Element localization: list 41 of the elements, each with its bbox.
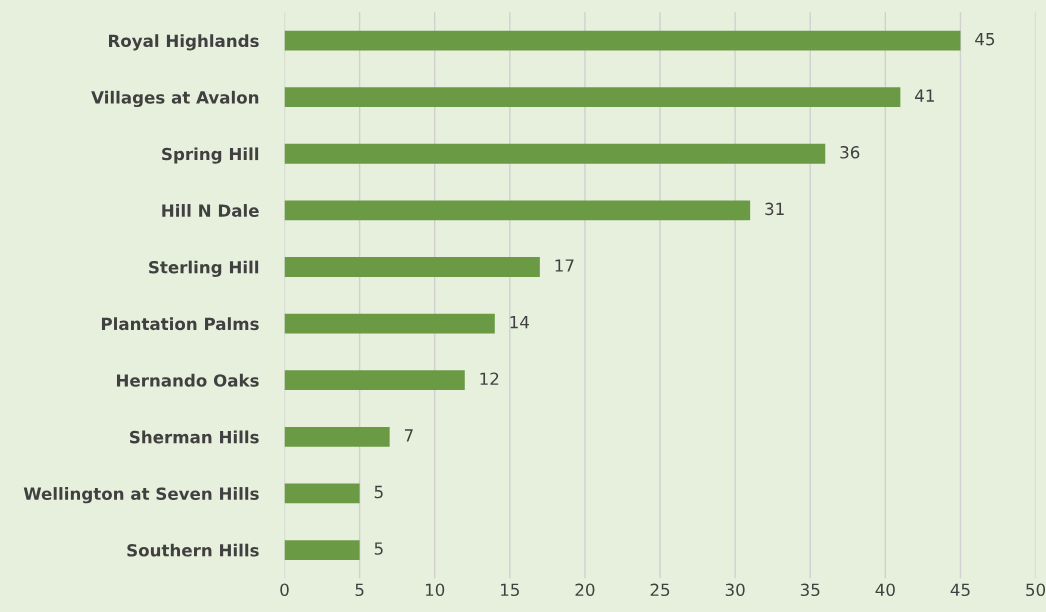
bar	[284, 426, 390, 447]
bar	[284, 30, 961, 51]
y-tick-label: Hill N Dale	[162, 204, 259, 217]
data-label: 5	[374, 485, 383, 499]
x-tick-label: 30	[725, 583, 745, 597]
x-tick-label: 25	[650, 583, 670, 597]
x-tick-label: 45	[950, 583, 970, 597]
x-tick-label: 5	[355, 583, 364, 597]
bar	[284, 257, 540, 277]
x-tick-label: 10	[425, 583, 445, 597]
y-tick-label: Sherman Hills	[130, 430, 259, 444]
y-tick-label: Plantation Palms	[101, 317, 259, 331]
bar	[284, 540, 360, 560]
x-tick-label: 50	[1026, 583, 1046, 597]
x-tick-label: 35	[800, 583, 820, 597]
y-tick-label: Hernando Oaks	[116, 373, 259, 387]
bar	[284, 313, 495, 334]
x-tick-label: 40	[875, 583, 895, 597]
y-tick-label: Royal Highlands	[109, 34, 259, 51]
data-label: 36	[840, 145, 860, 159]
bar	[284, 370, 465, 391]
y-tick-label: Villages at Avalon	[91, 90, 259, 108]
bar	[284, 483, 360, 504]
y-tick-label: Sterling Hill	[149, 260, 259, 277]
data-label: 17	[555, 259, 574, 272]
data-label: 5	[374, 542, 383, 555]
bar	[284, 200, 751, 221]
y-tick-label: Southern Hills	[127, 543, 259, 557]
x-tick-label: 15	[501, 583, 519, 597]
data-label: 7	[404, 429, 413, 442]
bar	[284, 143, 826, 164]
data-label: 14	[510, 316, 529, 329]
y-tick-label: Wellington at Seven Hills	[23, 487, 259, 504]
x-tick-label: 0	[280, 583, 289, 597]
x-tick-label: 20	[575, 583, 595, 597]
bar	[284, 87, 901, 108]
y-tick-label: Spring Hill	[162, 147, 259, 164]
data-label: 45	[975, 32, 995, 46]
data-label: 12	[480, 372, 499, 385]
data-label: 41	[915, 89, 934, 102]
data-label: 31	[765, 202, 784, 216]
